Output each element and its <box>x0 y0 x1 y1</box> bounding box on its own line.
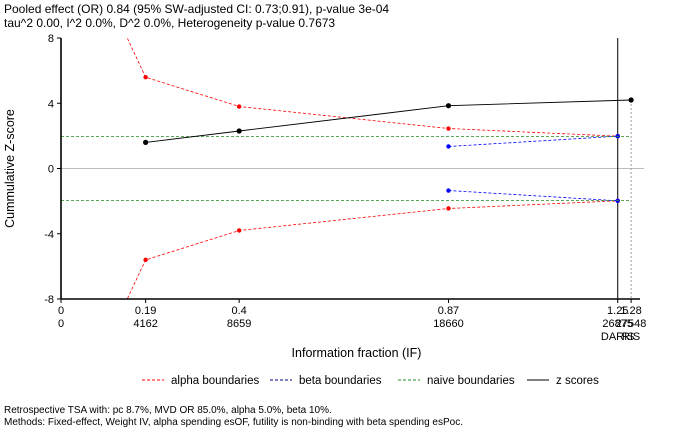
legend-label-0: alpha boundaries <box>171 375 259 387</box>
x-sample-size-label-5: 27548 <box>616 318 647 330</box>
x-sample-size-label-2: 8659 <box>227 318 251 330</box>
point-z-0 <box>143 139 149 145</box>
heterogeneity-text: tau^2 0.00, I^2 0.0%, D^2 0.0%, Heteroge… <box>4 16 336 30</box>
point-alpha-upper-1 <box>236 104 242 109</box>
y-tick-label-3: 4 <box>48 98 54 110</box>
point-z-2 <box>445 103 452 109</box>
x-sample-size-label-3: 18660 <box>433 318 464 330</box>
marker-label-ris: RIS <box>622 331 640 343</box>
point-alpha-lower-2 <box>446 206 451 211</box>
series-line-beta-upper <box>448 135 618 147</box>
point-z-1 <box>236 128 242 134</box>
series-line-alpha-lower <box>126 200 618 299</box>
series-layer <box>61 38 644 299</box>
series-line-alpha-upper <box>126 38 618 137</box>
point-beta-upper-0 <box>446 144 451 149</box>
legend-label-1: beta boundaries <box>299 375 382 387</box>
point-alpha-lower-1 <box>236 228 242 233</box>
axes-layer: -8-4048000.1941620.486590.87186601.25268… <box>3 33 646 360</box>
point-alpha-upper-0 <box>143 74 148 80</box>
pooled-effect-text: Pooled effect (OR) 0.84 (95% SW-adjusted… <box>4 2 390 16</box>
x-tick-label-3: 0.87 <box>438 305 459 317</box>
x-tick-label-4: 1.25 <box>607 305 628 317</box>
y-axis-title: Cummulative Z-score <box>3 109 17 228</box>
x-tick-label-1: 0.19 <box>135 305 156 317</box>
point-alpha-upper-2 <box>446 126 451 131</box>
x-axis-title: Information fraction (IF) <box>292 346 422 360</box>
x-sample-size-label-1: 4162 <box>133 318 157 330</box>
y-tick-label-4: 8 <box>48 33 54 45</box>
x-sample-size-label-0: 0 <box>58 318 64 330</box>
tsa-settings-text: Retrospective TSA with: pc 8.7%, MVD OR … <box>4 405 332 416</box>
legend-label-3: z scores <box>556 375 599 387</box>
x-tick-label-2: 0.4 <box>232 305 247 317</box>
y-tick-label-2: 0 <box>48 164 54 176</box>
marker-label-daris: DARIS <box>601 331 635 343</box>
legend-label-2: naive boundaries <box>427 375 515 387</box>
x-tick-label-5: 1.28 <box>620 305 641 317</box>
point-alpha-lower-0 <box>143 257 148 263</box>
point-z-3 <box>628 97 634 103</box>
x-sample-size-label-4: 26875 <box>602 318 633 330</box>
methods-text: Methods: Fixed-effect, Weight IV, alpha … <box>4 417 463 428</box>
y-tick-label-0: -8 <box>44 294 54 306</box>
point-beta-lower-0 <box>446 188 451 193</box>
legend: alpha boundaries beta boundaries naive bou… <box>142 375 599 387</box>
series-line-z <box>145 99 632 143</box>
x-tick-label-0: 0 <box>58 305 64 317</box>
series-line-beta-lower <box>448 190 618 202</box>
y-tick-label-1: -4 <box>44 229 54 241</box>
